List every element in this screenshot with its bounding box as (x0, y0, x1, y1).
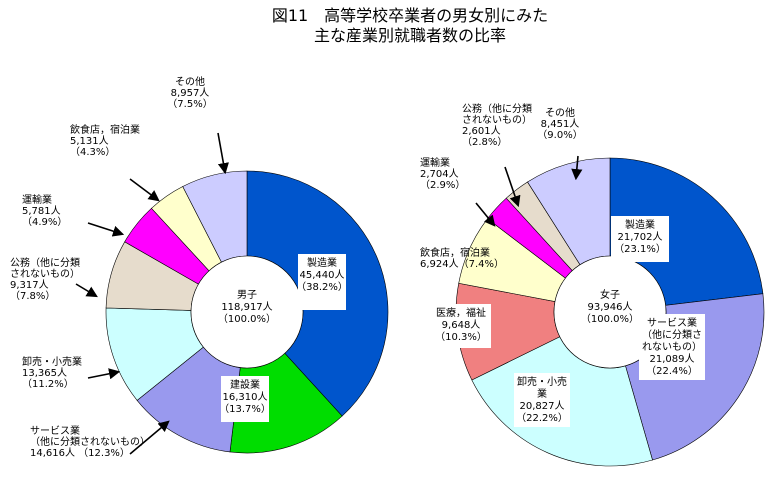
title-line-1: 図11 高等学校卒業者の男女別にみた (271, 6, 549, 25)
label-male-other: その他 8,957人（7.5%） (167, 75, 212, 110)
arrow-male-wholesale (87, 368, 121, 380)
label-male-services: サービス業（他に分類されないもの） 14,616人 （12.3%） (30, 424, 150, 459)
label-female-food: 飲食店，宿泊業 6,924人（7.4%） (420, 246, 504, 270)
arrow-female-public (504, 166, 521, 208)
label-male-transport: 運輸業 5,781人（4.9%） (22, 193, 67, 228)
label-box-female-services (639, 314, 705, 380)
label-female-other: その他 8,451人（9.0%） (537, 106, 582, 141)
arrow-male-food (129, 178, 160, 202)
label-female-services: サービス業（他に分類されないもの） 21,089人（22.4%） (642, 316, 702, 377)
arrow-male-public (75, 283, 98, 298)
chart-title: 図11 高等学校卒業者の男女別にみた 主な産業別就職者数の比率 (0, 6, 780, 46)
label-female-wholesale: 卸売・小売業 20,827人（22.2%） (516, 375, 568, 424)
title-line-2: 主な産業別就職者数の比率 (313, 26, 506, 45)
center-label-female: 女子 93,946人（100.0%） (581, 288, 639, 325)
label-female-medical: 医療，福祉 9,648人（10.3%） (435, 306, 487, 343)
label-box-male-manufacturing (298, 254, 346, 310)
center-label-male: 男子 118,917人（100.0%） (218, 289, 276, 325)
label-box-female-medical (431, 304, 491, 348)
label-box-male-construction (221, 376, 269, 422)
label-male-wholesale: 卸売・小売業 13,365人（11.2%） (22, 355, 82, 390)
donut-male: 男子 118,917人（100.0%） 製造業 45,440人（38.2%） 建設業 16… (10, 75, 389, 459)
donut-hole-male (190, 255, 304, 369)
label-female-manufacturing: 製造業 21,702人（23.1%） (614, 218, 666, 255)
label-female-public: 公務（他に分類されないもの） 2,601人（2.8%） (462, 102, 532, 148)
label-box-female-manufacturing (611, 216, 669, 262)
label-male-food: 飲食店，宿泊業 5,131人（4.3%） (70, 123, 140, 158)
label-female-transport: 運輸業 2,704人（2.9%） (420, 156, 465, 191)
arrow-female-transport (475, 202, 496, 227)
label-male-construction: 建設業 16,310人（13.7%） (219, 378, 271, 415)
label-male-manufacturing: 製造業 45,440人（38.2%） (296, 256, 348, 293)
donut-female: 女子 93,946人（100.0%） 製造業 21,702人（23.1%） サービス業（… (420, 102, 765, 467)
arrow-female-other (571, 155, 583, 181)
donut-hole-female (553, 255, 667, 369)
arrow-male-services (129, 420, 170, 455)
label-box-female-wholesale (514, 373, 570, 427)
arrow-male-other (217, 132, 229, 175)
label-male-public: 公務（他に分類されないもの） 9,317人（7.8%） (10, 256, 80, 302)
arrow-male-transport (87, 222, 125, 237)
